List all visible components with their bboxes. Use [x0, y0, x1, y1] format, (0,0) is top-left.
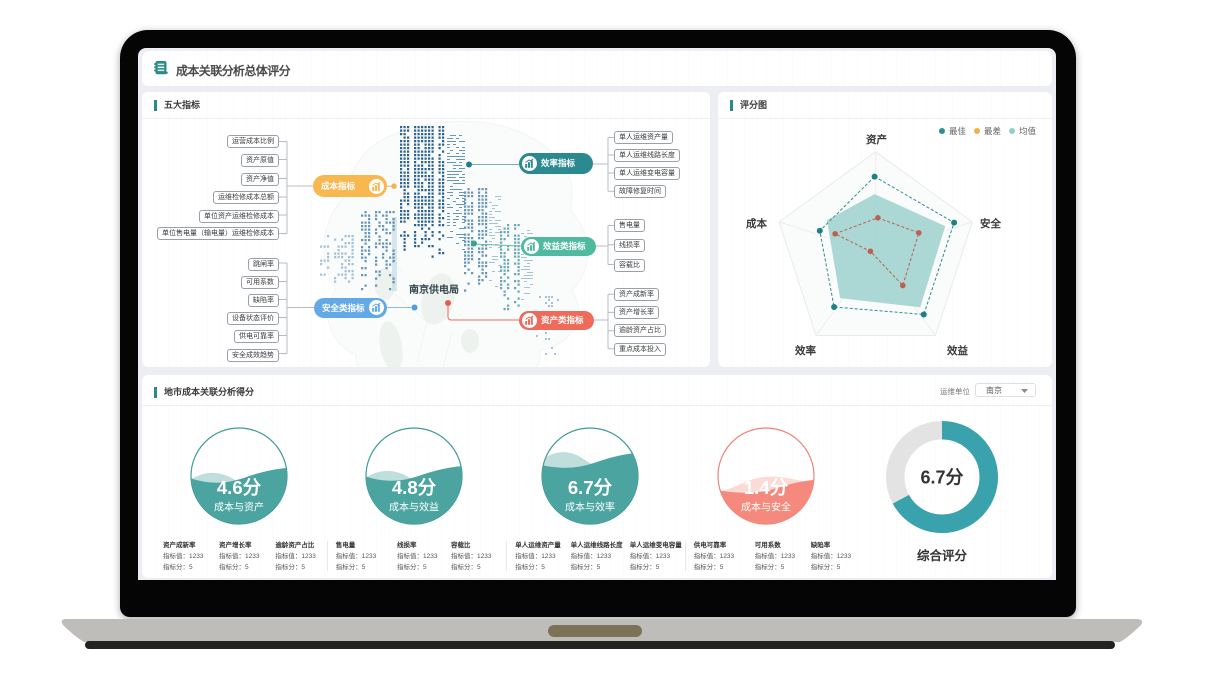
- svg-text:成本与效益: 成本与效益: [389, 501, 439, 514]
- svg-text:成本与效率: 成本与效率: [565, 501, 615, 514]
- svg-text:6.7分: 6.7分: [568, 477, 613, 498]
- svg-text:成本与安全: 成本与安全: [741, 501, 791, 514]
- svg-text:4.6分: 4.6分: [217, 477, 262, 498]
- svg-text:成本与资产: 成本与资产: [214, 501, 264, 514]
- svg-text:1.4分: 1.4分: [743, 477, 788, 498]
- svg-text:6.7分: 6.7分: [920, 468, 963, 488]
- svg-text:4.8分: 4.8分: [392, 477, 437, 498]
